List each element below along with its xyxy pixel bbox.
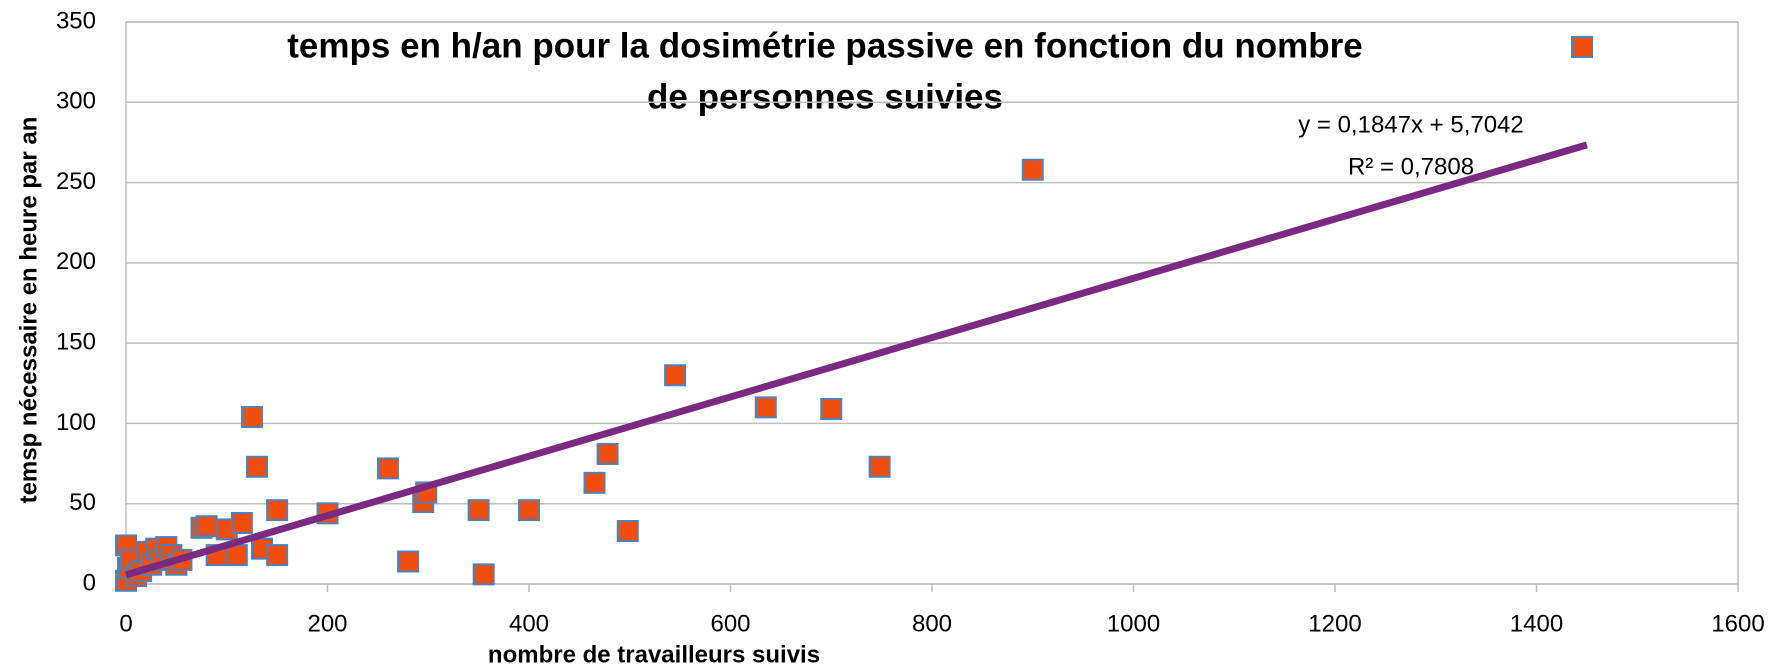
x-tick-label: 1200 [1308, 610, 1361, 637]
scatter-point [583, 471, 606, 494]
scatter-point [518, 499, 540, 522]
scatter-point [820, 397, 843, 420]
y-tick-label: 250 [56, 168, 96, 195]
scatter-point [230, 511, 253, 534]
scatter-point [664, 364, 687, 387]
x-axis-title: nombre de travailleurs suivis [488, 641, 820, 668]
x-tick-label: 1600 [1711, 610, 1764, 637]
legend-marker [1571, 36, 1593, 58]
y-axis-title: temsp nécessaire en heure par an [15, 117, 42, 504]
scatter-point [225, 544, 248, 567]
scatter-point [195, 515, 218, 538]
y-tick-label: 0 [83, 569, 96, 596]
scatter-point [616, 520, 639, 543]
y-tick-label: 100 [56, 409, 96, 436]
scatter-point [868, 455, 891, 478]
scatter-point [1021, 158, 1044, 181]
y-tick-label: 150 [56, 328, 96, 355]
trendline [125, 141, 1588, 579]
x-tick-label: 1400 [1510, 610, 1563, 637]
y-tick-label: 300 [56, 88, 96, 115]
trendline-r2: R² = 0,7808 [1348, 153, 1474, 180]
scatter-point [397, 550, 420, 573]
scatter-point [472, 563, 495, 586]
x-tick-label: 1000 [1107, 610, 1160, 637]
scatter-point [596, 442, 619, 465]
x-tick-label: 0 [119, 610, 132, 637]
y-tick-label: 50 [69, 489, 96, 516]
scatter-point [266, 544, 289, 567]
scatter-point [245, 455, 268, 478]
trendline-equation: y = 0,1847x + 5,7042 [1298, 111, 1524, 138]
scatter-point [376, 457, 399, 480]
x-tick-label: 600 [710, 610, 750, 637]
x-tick-label: 200 [307, 610, 347, 637]
x-tick-label: 800 [912, 610, 952, 637]
y-tick-label: 200 [56, 248, 96, 275]
x-tick-label: 400 [509, 610, 549, 637]
scatter-point [467, 499, 490, 522]
y-tick-label: 350 [56, 7, 96, 34]
chart-title: de personnes suivies [647, 77, 1003, 116]
scatter-point [240, 406, 263, 429]
scatter-point [266, 499, 289, 522]
chart-title: temps en h/an pour la dosimétrie passive… [287, 26, 1362, 65]
scatter-point [754, 396, 777, 419]
